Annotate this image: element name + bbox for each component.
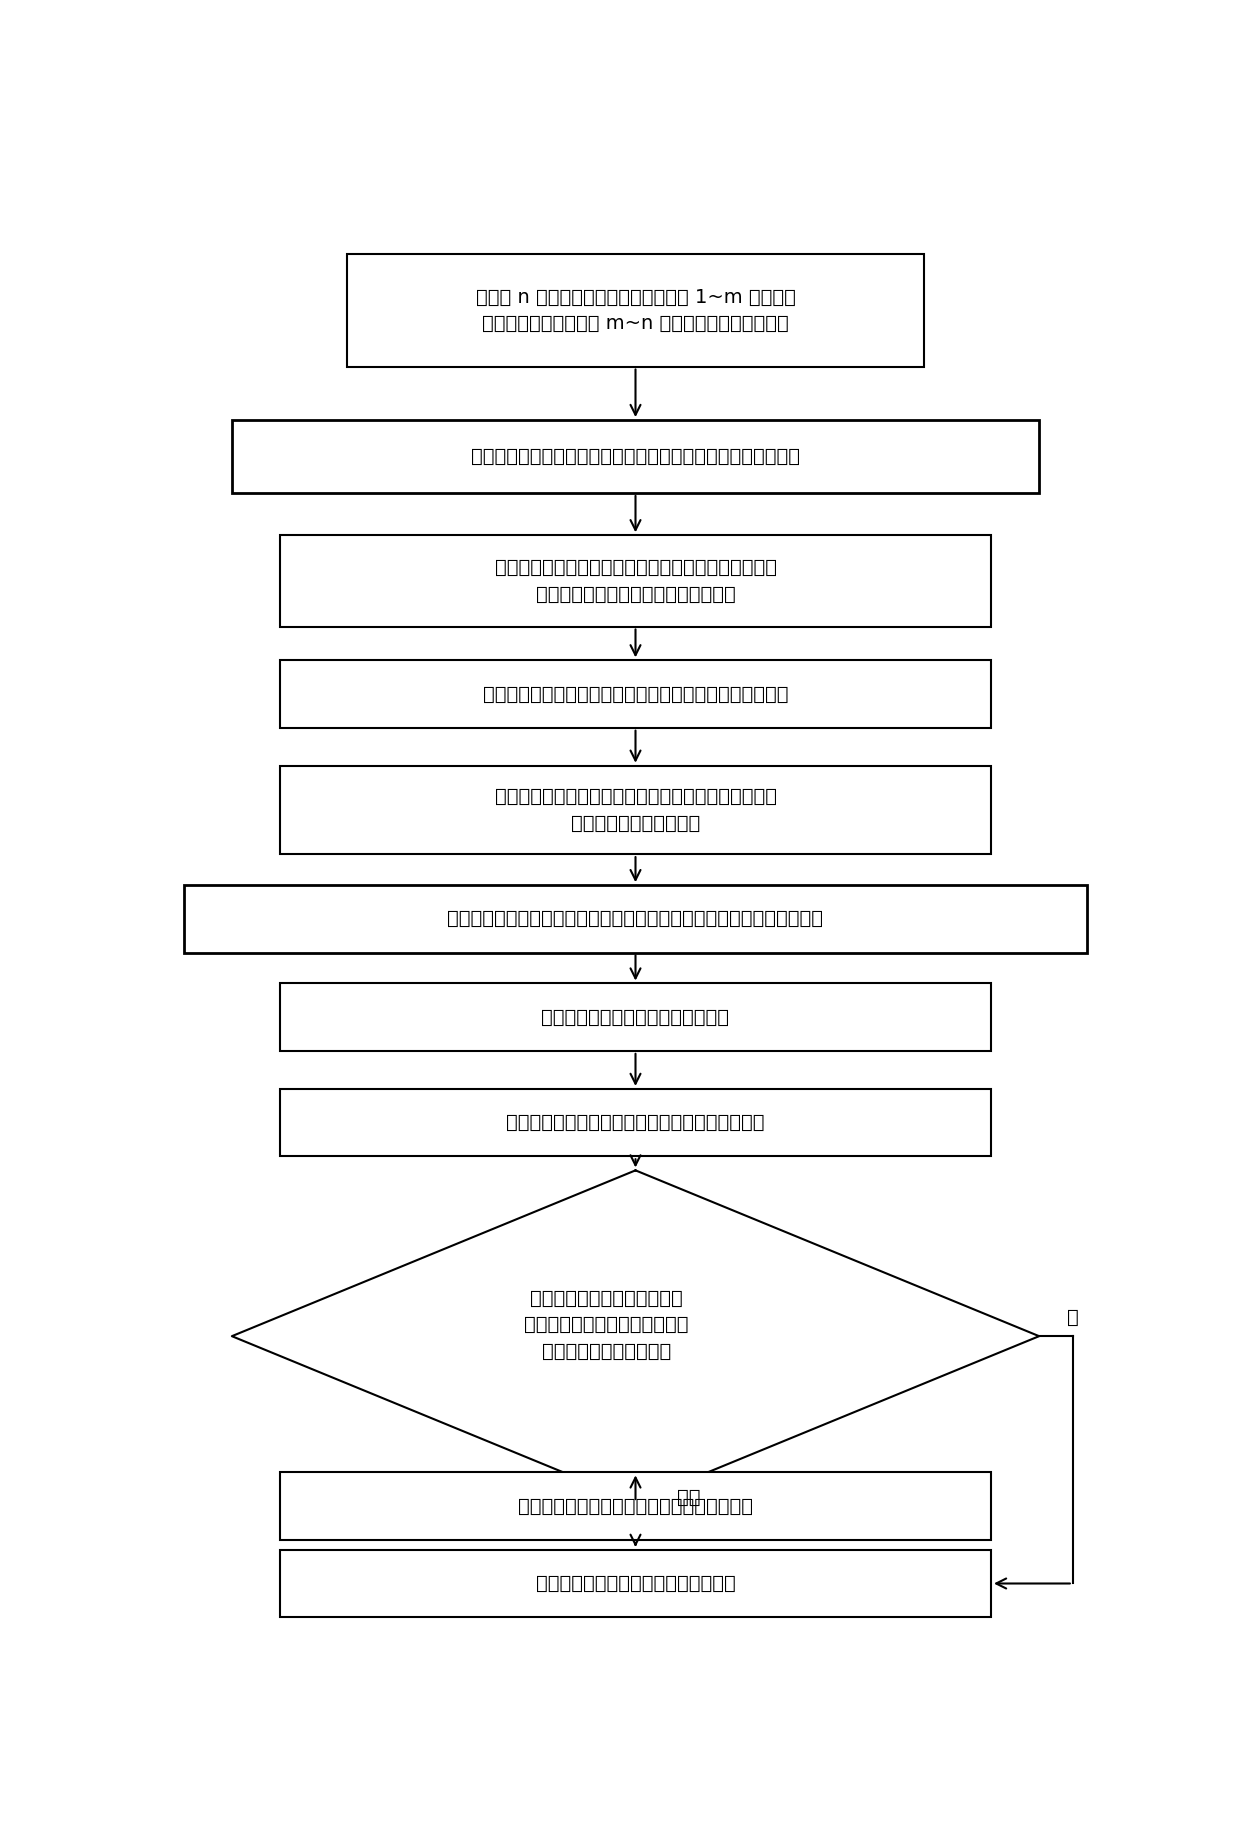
Text: 分别对每一工作通道内的经过音频信号处理器处理后的
音频输入信号和测试信号进行混音处理: 分别对每一工作通道内的经过音频信号处理器处理后的 音频输入信号和测试信号进行混音…	[495, 558, 776, 604]
Text: 对分离出的正弦波信号进行缓冲放大: 对分离出的正弦波信号进行缓冲放大	[542, 1007, 729, 1027]
Text: 通过对应通道上的扬声器进行音频输出: 通过对应通道上的扬声器进行音频输出	[536, 1573, 735, 1593]
Text: 分别对每一工作通道内的混合信号进行隔离耦合处理，分离出正弦波信号: 分别对每一工作通道内的混合信号进行隔离耦合处理，分离出正弦波信号	[448, 909, 823, 929]
Text: 分别对每一工作通道内的方波
信号进行持续计数，设定时间内
是否有下一个方波信号？: 分别对每一工作通道内的方波 信号进行持续计数，设定时间内 是否有下一个方波信号？	[525, 1288, 689, 1361]
Text: 将备份通道分别对应的替换有故障的工作通道: 将备份通道分别对应的替换有故障的工作通道	[518, 1496, 753, 1517]
Text: 对缓冲放大的正弦波信号进行整形，形成方波信号: 对缓冲放大的正弦波信号进行整形，形成方波信号	[506, 1113, 765, 1132]
FancyBboxPatch shape	[280, 661, 991, 728]
Text: 分别对每一工作通道内混音处理后的混合信号进行功率放大: 分别对每一工作通道内混音处理后的混合信号进行功率放大	[482, 684, 789, 703]
FancyBboxPatch shape	[184, 885, 1087, 953]
FancyBboxPatch shape	[280, 1473, 991, 1540]
FancyBboxPatch shape	[280, 1549, 991, 1617]
FancyBboxPatch shape	[280, 535, 991, 626]
FancyBboxPatch shape	[280, 766, 991, 854]
Text: 分别在每一个工作通道上的数字信号处理器内增加一个测试信号: 分别在每一个工作通道上的数字信号处理器内增加一个测试信号	[471, 447, 800, 465]
Text: 分别对每一工作通道内的功率放大后的混音信号进行采
样处理，获取测试信号，: 分别对每一工作通道内的功率放大后的混音信号进行采 样处理，获取测试信号，	[495, 787, 776, 832]
FancyBboxPatch shape	[280, 984, 991, 1051]
FancyBboxPatch shape	[347, 254, 924, 367]
FancyBboxPatch shape	[280, 1090, 991, 1157]
FancyBboxPatch shape	[232, 420, 1039, 493]
Text: 没有: 没有	[677, 1487, 701, 1507]
Text: 将具有 n 个独立功率放大器的通道的第 1~m 个通道定
义为工作通道，将其第 m~n 个通道定义为备份通道，: 将具有 n 个独立功率放大器的通道的第 1~m 个通道定 义为工作通道，将其第 …	[476, 288, 795, 334]
Text: 有: 有	[1066, 1309, 1079, 1327]
Polygon shape	[232, 1170, 1039, 1502]
